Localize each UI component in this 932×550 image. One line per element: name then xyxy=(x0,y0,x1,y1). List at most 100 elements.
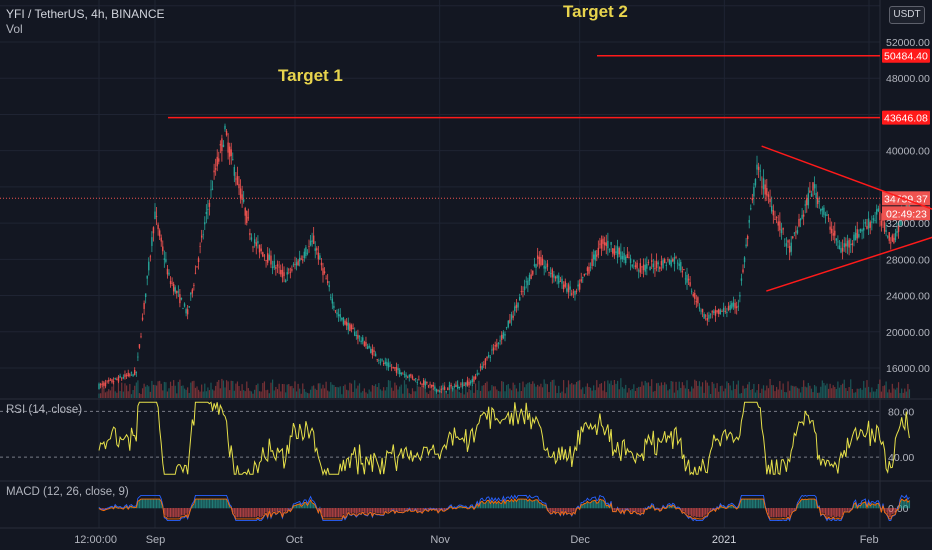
macd-histogram-bar xyxy=(336,508,338,518)
candle-body xyxy=(769,198,771,203)
volume-bar xyxy=(309,389,312,398)
volume-bar xyxy=(494,386,496,398)
volume-bar xyxy=(299,388,301,398)
volume-bar xyxy=(599,383,601,398)
macd-histogram-bar xyxy=(194,499,197,509)
candle-body xyxy=(499,340,501,342)
macd-histogram-bar xyxy=(294,504,296,509)
macd-histogram-bar xyxy=(338,508,340,518)
volume-bar xyxy=(197,389,200,398)
candle-body xyxy=(125,375,128,377)
volume-bar xyxy=(199,391,201,398)
candle-body xyxy=(334,310,337,312)
candle-body xyxy=(411,376,414,379)
candle-body xyxy=(536,255,539,259)
macd-histogram-bar xyxy=(620,508,622,513)
volume-bar xyxy=(397,389,399,398)
macd-histogram-bar xyxy=(252,508,254,518)
candle-body xyxy=(225,131,228,136)
volume-bar xyxy=(355,388,357,398)
candle-body xyxy=(607,240,609,249)
macd-histogram-bar xyxy=(387,508,390,513)
macd-histogram-bar xyxy=(182,508,184,516)
macd-histogram-bar xyxy=(311,502,313,509)
macd-histogram-bar xyxy=(859,505,862,509)
volume-bar xyxy=(655,383,658,398)
volume-bar xyxy=(727,383,730,398)
macd-histogram-bar xyxy=(510,499,513,509)
volume-bar xyxy=(171,385,173,398)
candle-body xyxy=(694,293,696,299)
candle-body xyxy=(610,242,612,245)
volume-bar xyxy=(631,388,633,398)
volume-bar xyxy=(418,386,420,398)
candle-body xyxy=(564,281,566,287)
candle-body xyxy=(790,242,792,252)
candle-body xyxy=(591,258,593,266)
macd-histogram-bar xyxy=(193,503,195,509)
volume-bar xyxy=(211,389,214,398)
macd-histogram-bar xyxy=(748,499,750,509)
candle-body xyxy=(276,264,279,267)
candle-body xyxy=(586,267,589,272)
volume-bar xyxy=(580,389,582,398)
time-axis-tick: Nov xyxy=(430,534,450,546)
candle-body xyxy=(127,372,129,377)
price-axis-tick: 16000.00 xyxy=(886,363,930,375)
macd-histogram-bar xyxy=(583,502,585,509)
macd-histogram-bar xyxy=(376,508,378,514)
candle-body xyxy=(233,167,236,176)
macd-histogram-bar xyxy=(308,502,310,509)
macd-histogram-bar xyxy=(631,508,633,513)
candle-body xyxy=(362,337,364,342)
candle-body xyxy=(681,271,684,273)
macd-histogram-bar xyxy=(411,508,414,511)
macd-histogram-bar xyxy=(180,508,183,516)
candle-body xyxy=(224,125,226,130)
volume-bar xyxy=(475,383,477,398)
currency-button[interactable]: USDT xyxy=(889,6,925,24)
candle-body xyxy=(562,284,565,290)
candle-body xyxy=(668,259,671,265)
volume-bar xyxy=(605,392,607,398)
candle-body xyxy=(394,367,396,369)
macd-histogram-bar xyxy=(684,508,687,513)
volume-bar xyxy=(210,382,212,398)
candle-body xyxy=(761,186,763,188)
macd-histogram-bar xyxy=(347,508,349,512)
volume-bar xyxy=(572,384,574,398)
volume-bar xyxy=(530,384,532,398)
macd-histogram-bar xyxy=(564,508,566,511)
volume-bar xyxy=(642,385,645,398)
candle-body xyxy=(382,363,385,365)
volume-bar xyxy=(840,384,842,398)
volume-bar xyxy=(229,390,231,398)
macd-histogram-bar xyxy=(201,499,203,509)
macd-histogram-bar xyxy=(395,508,398,511)
candle-body xyxy=(163,258,166,260)
macd-signal-line xyxy=(98,498,910,520)
macd-histogram-bar xyxy=(541,504,544,509)
macd-histogram-bar xyxy=(692,508,694,518)
volume-bar xyxy=(545,383,547,398)
macd-histogram-bar xyxy=(238,508,240,518)
candle-body xyxy=(213,170,215,173)
macd-histogram-bar xyxy=(566,508,568,513)
macd-histogram-bar xyxy=(402,508,404,512)
candle-body xyxy=(628,257,630,259)
macd-histogram-bar xyxy=(188,508,190,513)
candle-body xyxy=(378,360,380,362)
volume-bar xyxy=(740,393,743,398)
macd-histogram-bar xyxy=(530,500,532,509)
macd-histogram-bar xyxy=(747,499,749,509)
candle-body xyxy=(659,266,661,270)
macd-histogram-bar xyxy=(211,499,214,509)
volume-bar xyxy=(185,389,187,398)
volume-bar xyxy=(379,389,382,398)
macd-histogram-bar xyxy=(322,508,324,518)
macd-histogram-bar xyxy=(855,502,857,509)
volume-bar xyxy=(410,394,412,398)
candle-body xyxy=(438,390,441,393)
macd-histogram-bar xyxy=(427,508,430,511)
